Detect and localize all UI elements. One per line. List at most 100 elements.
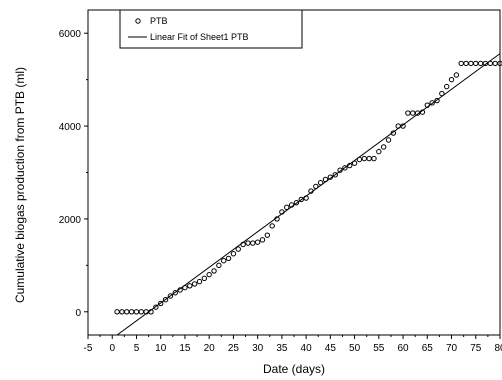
data-point: [124, 309, 130, 315]
data-point: [497, 60, 502, 67]
data-point: [317, 180, 324, 186]
data-point: [162, 297, 169, 303]
data-point: [400, 123, 406, 129]
data-point: [366, 155, 372, 162]
data-point: [201, 275, 208, 282]
data-points-layer: [114, 60, 502, 315]
data-point: [380, 144, 387, 150]
x-tick-label: 30: [252, 343, 264, 354]
data-point: [405, 110, 411, 116]
data-point: [473, 60, 479, 67]
legend-label-fit: Linear Fit of Sheet1 PTB: [150, 32, 249, 42]
x-tick-label: 10: [155, 343, 167, 354]
data-point: [284, 204, 290, 211]
data-point: [230, 251, 237, 257]
legend-box: [119, 9, 303, 49]
x-tick-label: 50: [349, 343, 361, 354]
x-tick-label: 20: [204, 343, 216, 354]
data-point: [216, 262, 222, 269]
data-point: [308, 188, 314, 194]
data-point: [313, 183, 319, 190]
data-point: [206, 271, 212, 278]
x-tick-label: 65: [422, 343, 434, 354]
data-point: [240, 241, 246, 248]
data-point: [385, 137, 392, 143]
data-point: [453, 72, 460, 78]
data-point: [114, 309, 120, 315]
x-tick-label: 5: [134, 343, 140, 354]
legend-marker-ptb: [135, 18, 141, 24]
legend-label-ptb: PTB: [150, 16, 168, 26]
data-point: [158, 300, 164, 307]
data-point: [347, 162, 353, 169]
data-point: [371, 155, 377, 162]
data-point: [288, 202, 295, 208]
x-tick-label: 40: [301, 343, 313, 354]
data-point: [468, 60, 474, 67]
data-point: [250, 240, 256, 246]
x-tick-label: 35: [276, 343, 288, 354]
data-point: [410, 110, 416, 116]
data-point: [327, 174, 334, 180]
data-point: [434, 97, 440, 104]
data-point: [133, 309, 140, 315]
data-point: [225, 255, 232, 262]
x-axis-title: Date (days): [263, 362, 325, 376]
x-tick-label: 45: [325, 343, 337, 354]
data-point: [235, 246, 241, 252]
data-point: [293, 199, 300, 206]
x-tick-label: 80: [494, 343, 502, 354]
x-tick-label: 70: [446, 343, 458, 354]
data-point: [376, 148, 382, 155]
data-point: [332, 172, 338, 178]
data-point: [395, 123, 401, 129]
data-point: [477, 60, 484, 67]
data-point: [274, 216, 280, 222]
data-point: [356, 156, 363, 163]
data-point: [245, 240, 251, 246]
data-point: [419, 109, 426, 115]
y-axis: 0 2000 4000 6000: [59, 29, 88, 319]
data-point: [148, 309, 154, 315]
data-point: [439, 90, 445, 97]
data-point: [429, 100, 435, 106]
data-point: [259, 237, 266, 243]
data-point: [390, 130, 397, 136]
data-point: [191, 281, 198, 287]
plot-border: [87, 9, 501, 336]
data-point: [167, 293, 174, 299]
data-point: [177, 287, 183, 293]
data-point: [153, 304, 159, 310]
data-point: [119, 309, 125, 315]
data-point: [279, 209, 285, 215]
data-point: [463, 60, 469, 67]
y-tick-label: 2000: [59, 215, 82, 226]
data-point: [322, 176, 329, 183]
x-axis: -5 0 5 10 15 20 25 30 35 40 45 50 55 60 65 70 75 80: [84, 335, 502, 354]
data-point: [487, 60, 494, 67]
x-tick-label: -5: [84, 343, 93, 354]
data-point: [138, 309, 145, 315]
data-point: [303, 195, 309, 201]
data-point: [424, 102, 430, 108]
data-point: [187, 283, 193, 289]
data-point: [172, 290, 178, 296]
data-point: [269, 223, 275, 229]
y-tick-label: 4000: [59, 122, 82, 133]
data-point: [264, 232, 271, 238]
data-point: [443, 83, 450, 90]
data-point: [458, 60, 464, 67]
data-point: [448, 76, 455, 83]
data-point: [128, 309, 135, 315]
data-point: [342, 165, 348, 171]
x-tick-label: 25: [228, 343, 240, 354]
x-tick-label: 15: [179, 343, 191, 354]
x-tick-label: 60: [397, 343, 409, 354]
y-axis-title: Cumulative biogas production from PTB (m…: [13, 67, 27, 303]
data-point: [337, 167, 343, 173]
plot-area: [87, 9, 501, 336]
data-point: [254, 239, 261, 245]
data-point: [221, 258, 227, 264]
x-tick-label: 0: [109, 343, 115, 354]
